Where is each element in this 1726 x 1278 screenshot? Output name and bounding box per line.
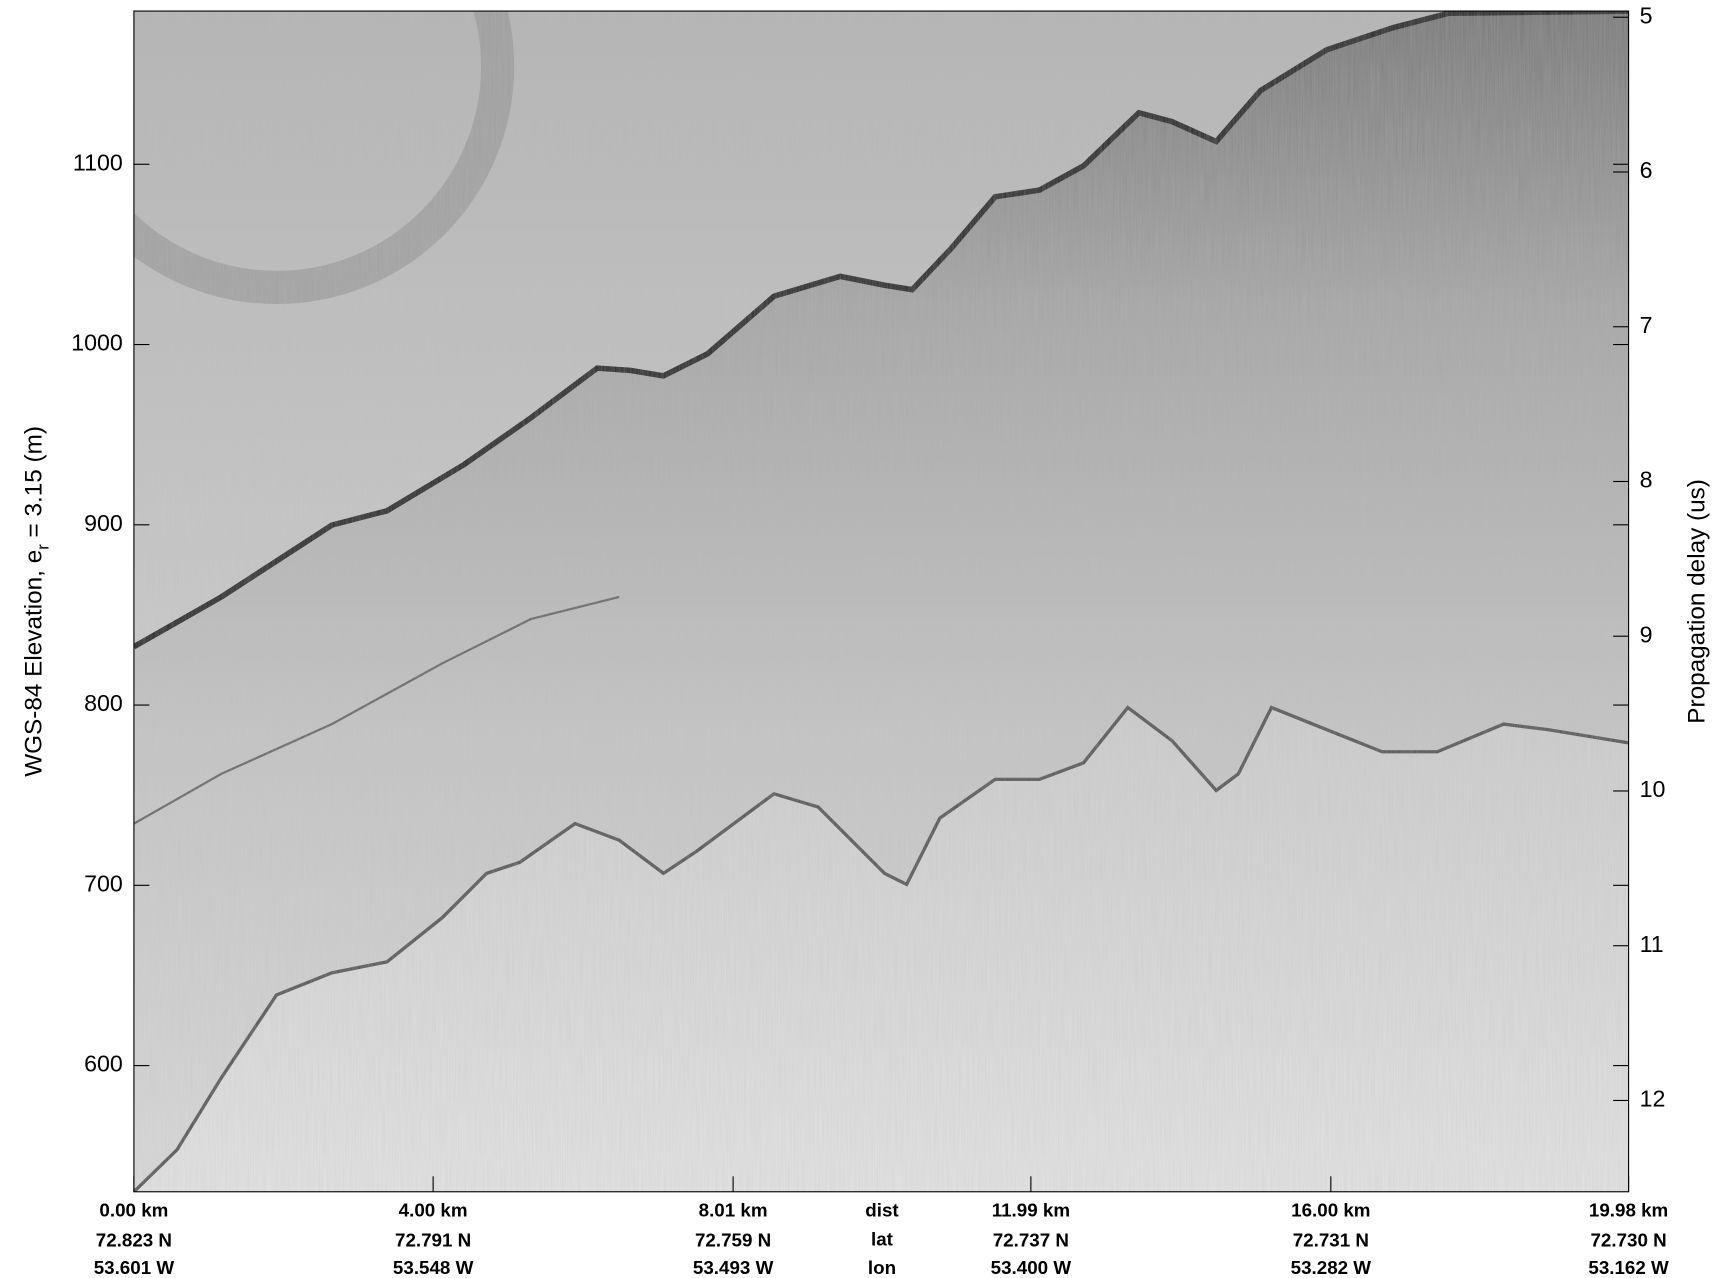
lat-label: 72.823 N (96, 1229, 172, 1250)
y2-axis-label: Propagation delay (us) (1684, 479, 1711, 724)
lon-label: 53.548 W (393, 1257, 474, 1278)
y-label-rest: = 3.15 (m) (21, 426, 48, 544)
y-label-sub: r (34, 544, 53, 550)
echogram-noise (133, 11, 1629, 1192)
y2-tick-label: 5 (1640, 2, 1653, 28)
y-tick-label: 700 (84, 870, 123, 896)
x-tick-label: 8.01 km (699, 1200, 768, 1221)
plot-frame (133, 10, 1630, 1193)
row-name: lon (868, 1257, 896, 1278)
y-tick-label: 800 (84, 690, 123, 716)
y2-tick-label: 8 (1640, 467, 1653, 493)
x-tick-label: 0.00 km (99, 1200, 168, 1221)
y2-tick-label: 7 (1640, 312, 1653, 338)
row-name: dist (865, 1200, 899, 1221)
lon-label: 53.400 W (991, 1257, 1072, 1278)
y2-tick-label: 9 (1640, 621, 1653, 647)
lat-label: 72.730 N (1590, 1229, 1666, 1250)
y-tick-label: 1000 (71, 330, 123, 356)
y-tick-label: 600 (84, 1051, 123, 1077)
y2-tick-label: 6 (1640, 157, 1653, 183)
y-tick-label: 900 (84, 510, 123, 536)
lon-label: 53.493 W (693, 1257, 774, 1278)
echogram (133, 11, 1629, 1192)
lat-label: 72.791 N (395, 1229, 471, 1250)
x-tick-label: 19.98 km (1589, 1200, 1668, 1221)
x-tick-label: 4.00 km (399, 1200, 468, 1221)
lon-label: 53.601 W (94, 1257, 175, 1278)
y2-tick-label: 10 (1640, 776, 1666, 802)
y2-tick-label: 12 (1640, 1086, 1666, 1112)
y-label-main: WGS-84 Elevation, e (21, 550, 48, 777)
x-tick-label: 11.99 km (992, 1200, 1070, 1221)
lon-label: 53.282 W (1291, 1257, 1372, 1278)
y-tick-label: 1100 (73, 149, 123, 175)
lat-label: 72.759 N (695, 1229, 771, 1250)
y-axis-label: WGS-84 Elevation, er = 3.15 (m) (21, 426, 53, 777)
x-tick-label: 16.00 km (1291, 1200, 1370, 1221)
lat-label: 72.731 N (1293, 1229, 1369, 1250)
row-name: lat (871, 1228, 894, 1249)
y2-tick-label: 11 (1640, 931, 1664, 957)
lon-label: 53.162 W (1588, 1257, 1669, 1278)
lat-label: 72.737 N (993, 1229, 1069, 1250)
